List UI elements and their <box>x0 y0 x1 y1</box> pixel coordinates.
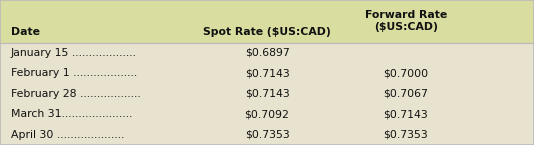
Text: $0.7067: $0.7067 <box>383 89 428 99</box>
Text: $0.7143: $0.7143 <box>245 68 289 78</box>
Text: $0.7143: $0.7143 <box>383 109 428 119</box>
Text: February 28 ..................: February 28 .................. <box>11 89 140 99</box>
Text: $0.7143: $0.7143 <box>245 89 289 99</box>
Bar <box>0 0 534 43</box>
Text: February 1 ...................: February 1 ................... <box>11 68 137 78</box>
Text: Spot Rate ($US:CAD): Spot Rate ($US:CAD) <box>203 27 331 37</box>
Text: January 15 ...................: January 15 ................... <box>11 48 137 58</box>
Text: $0.7092: $0.7092 <box>245 109 289 119</box>
Text: April 30 ....................: April 30 .................... <box>11 130 124 140</box>
Text: $0.6897: $0.6897 <box>245 48 289 58</box>
Bar <box>0 43 534 145</box>
Text: Date: Date <box>11 27 40 37</box>
Text: Forward Rate
($US:CAD): Forward Rate ($US:CAD) <box>365 10 447 32</box>
Text: $0.7353: $0.7353 <box>383 130 428 140</box>
Text: $0.7000: $0.7000 <box>383 68 428 78</box>
Text: $0.7353: $0.7353 <box>245 130 289 140</box>
Text: March 31.....................: March 31..................... <box>11 109 132 119</box>
